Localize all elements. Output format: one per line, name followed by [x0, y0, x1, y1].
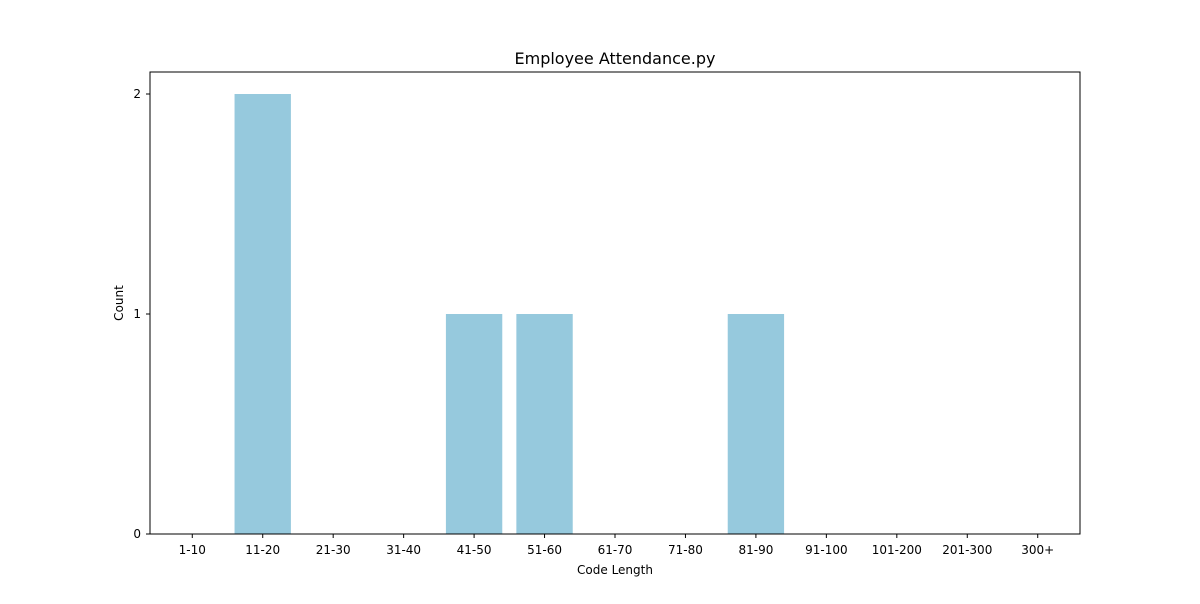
x-axis-label: Code Length: [577, 563, 653, 577]
x-tick-label: 1-10: [179, 543, 206, 557]
x-tick-label: 201-300: [942, 543, 992, 557]
x-tick-label: 61-70: [598, 543, 633, 557]
x-tick-label: 71-80: [668, 543, 703, 557]
y-tick-label: 1: [133, 307, 141, 321]
y-axis-ticks: 0 1 2: [133, 87, 150, 541]
plot-area-frame: [149, 71, 1081, 535]
x-tick-label: 101-200: [872, 543, 922, 557]
x-tick-label: 41-50: [457, 543, 492, 557]
bar-41-50: [445, 314, 503, 534]
x-tick-label: 81-90: [738, 543, 773, 557]
x-tick-label: 31-40: [386, 543, 421, 557]
x-tick-label: 51-60: [527, 543, 562, 557]
bar-51-60: [516, 314, 573, 534]
x-axis-ticks: 1-10 11-20 21-30 31-40 41-50 51-60 61-70 71-80 8…: [179, 534, 1054, 557]
y-axis-label: Count: [112, 285, 126, 321]
y-tick-label: 0: [133, 527, 141, 541]
x-tick-label: 300+: [1021, 543, 1054, 557]
bar-11-20: [234, 94, 291, 534]
y-tick-label: 2: [133, 87, 141, 101]
bars-group: [234, 94, 785, 534]
x-tick-label: 11-20: [245, 543, 280, 557]
x-tick-label: 21-30: [316, 543, 351, 557]
chart-title: Employee Attendance.py: [515, 49, 716, 68]
bar-81-90: [727, 314, 785, 534]
x-tick-label: 91-100: [805, 543, 848, 557]
